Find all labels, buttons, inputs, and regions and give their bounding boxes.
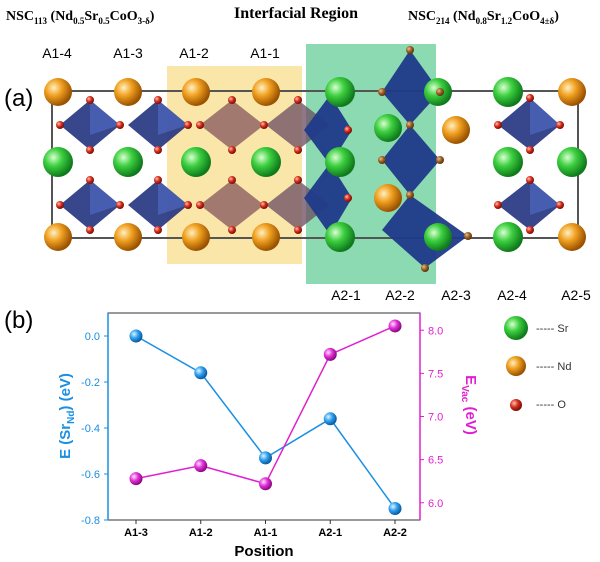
site-label-a1-1: A1-1 bbox=[250, 45, 280, 61]
left-tick-label: -0.8 bbox=[81, 515, 100, 527]
left-series-point bbox=[323, 412, 337, 426]
legend-nd-label: ----- Nd bbox=[536, 361, 571, 373]
oxygen-atoms bbox=[56, 46, 564, 272]
header-left: NSC113 (Nd0.5Sr0.5CoO3-δ) bbox=[6, 9, 155, 26]
right-tick-label: 6.5 bbox=[428, 455, 443, 467]
right-series-point bbox=[129, 472, 143, 486]
header-middle: Interfacial Region bbox=[234, 5, 358, 22]
left-series-point bbox=[194, 366, 208, 380]
left-axis-title: E (SrNd) (eV) bbox=[57, 373, 77, 459]
series-points bbox=[129, 319, 402, 515]
site-label-a1-3: A1-3 bbox=[113, 45, 143, 61]
co-octahedra-left bbox=[60, 100, 330, 230]
x-axis: A1-3 A1-2 A1-1 A2-1 A2-2 bbox=[124, 520, 407, 539]
site-label-a2-2: A2-2 bbox=[385, 287, 415, 303]
right-series-point bbox=[259, 477, 272, 491]
site-label-a2-5: A2-5 bbox=[561, 287, 591, 303]
left-tick-label: -0.6 bbox=[81, 469, 100, 481]
x-tick-label: A1-2 bbox=[189, 527, 213, 539]
left-tick-label: 0.0 bbox=[85, 331, 100, 343]
site-label-a2-3: A2-3 bbox=[441, 287, 471, 303]
site-label-a2-1: A2-1 bbox=[331, 287, 361, 303]
site-label-a1-4: A1-4 bbox=[42, 45, 72, 61]
x-tick-label: A2-2 bbox=[383, 527, 407, 539]
right-series-point bbox=[323, 347, 337, 361]
right-tick-label: 7.5 bbox=[428, 368, 443, 380]
left-tick-label: -0.4 bbox=[81, 423, 100, 435]
legend-o-label: ----- O bbox=[536, 399, 566, 411]
legend-sr-marker bbox=[504, 316, 528, 340]
left-series-point bbox=[259, 451, 272, 465]
legend-o-marker bbox=[510, 399, 522, 411]
legend-sr-label: ----- Sr bbox=[536, 323, 569, 335]
a-site-atoms bbox=[43, 77, 587, 252]
x-axis-title: Position bbox=[234, 543, 293, 560]
x-tick-label: A1-1 bbox=[254, 527, 278, 539]
x-tick-label: A1-3 bbox=[124, 527, 148, 539]
left-series-point bbox=[388, 502, 402, 515]
site-label-a1-2: A1-2 bbox=[179, 45, 209, 61]
panel-b: (b) 0.0-0.2-0.4-0.6-0.8 6.06.57.07.58.0 … bbox=[4, 307, 571, 560]
legend-nd-marker bbox=[506, 356, 526, 376]
panel-b-label: (b) bbox=[4, 307, 33, 334]
x-tick-label: A2-1 bbox=[318, 527, 342, 539]
panel-a-label: (a) bbox=[4, 85, 33, 112]
right-tick-label: 7.0 bbox=[428, 412, 443, 424]
left-y-axis: 0.0 -0.2 -0.4 -0.6 -0.8 bbox=[81, 313, 109, 527]
right-y-axis: 6.0 6.5 7.0 7.5 8.0 bbox=[419, 313, 443, 520]
right-tick-label: 8.0 bbox=[428, 325, 443, 337]
header-right: NSC214 (Nd0.8Sr1.2CoO4±δ) bbox=[408, 9, 559, 26]
right-axis-title: EVac (eV) bbox=[459, 375, 479, 435]
legend: ----- Sr ----- Nd ----- O bbox=[504, 316, 571, 411]
left-series-point bbox=[129, 329, 143, 343]
right-tick-label: 6.0 bbox=[428, 498, 443, 510]
site-label-a2-4: A2-4 bbox=[497, 287, 527, 303]
right-series-point bbox=[194, 459, 208, 473]
right-series-point bbox=[388, 319, 402, 333]
left-tick-label: -0.2 bbox=[81, 377, 100, 389]
panel-a: NSC113 (Nd0.5Sr0.5CoO3-δ) Interfacial Re… bbox=[4, 5, 591, 303]
